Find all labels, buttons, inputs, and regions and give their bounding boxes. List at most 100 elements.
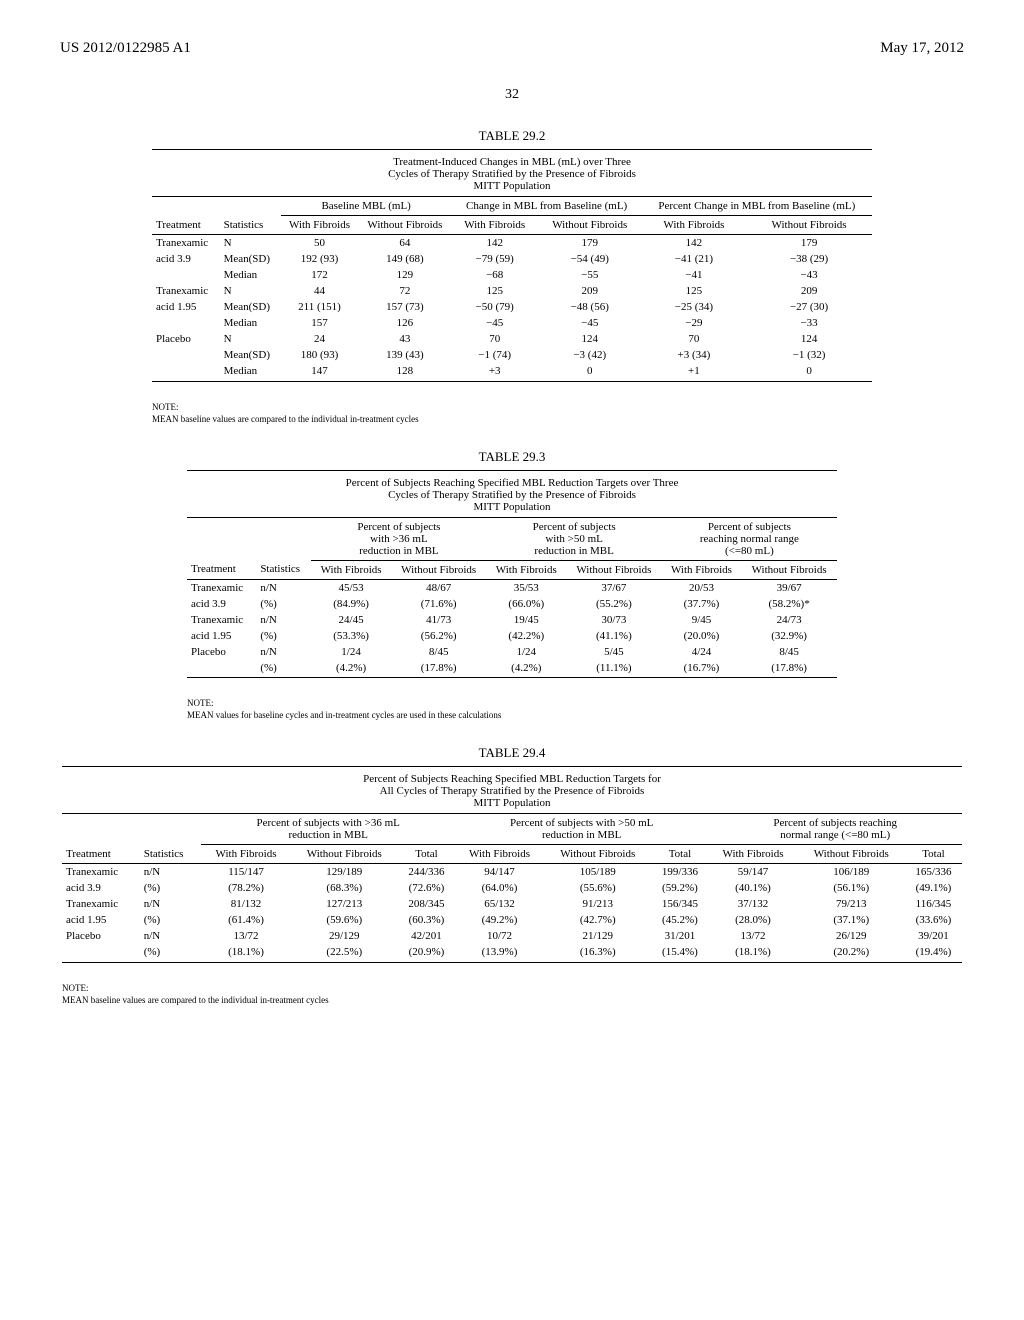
cell bbox=[62, 944, 140, 960]
col-stats: Statistics bbox=[256, 560, 311, 579]
col-with: With Fibroids bbox=[487, 560, 567, 579]
cell: (60.3%) bbox=[398, 912, 455, 928]
col-with: With Fibroids bbox=[281, 216, 359, 235]
table-row: (%)(4.2%)(17.8%)(4.2%)(11.1%)(16.7%)(17.… bbox=[187, 660, 837, 676]
cell: 24/73 bbox=[741, 612, 837, 628]
group-header: (<=80 mL) bbox=[666, 545, 833, 557]
caption: MITT Population bbox=[68, 797, 956, 809]
cell: 5/45 bbox=[566, 644, 662, 660]
cell: 41/73 bbox=[391, 612, 487, 628]
caption: Percent of Subjects Reaching Specified M… bbox=[193, 477, 831, 489]
cell: 64 bbox=[358, 235, 451, 252]
group-header: reduction in MBL bbox=[315, 545, 482, 557]
cell: 70 bbox=[642, 331, 746, 347]
cell: 149 (68) bbox=[358, 251, 451, 267]
table-row: acid 1.95Mean(SD)211 (151)157 (73)−50 (7… bbox=[152, 299, 872, 315]
cell: 39/67 bbox=[741, 579, 837, 596]
cell: 156/345 bbox=[651, 896, 708, 912]
cell: acid 3.9 bbox=[152, 251, 220, 267]
cell: −33 bbox=[746, 315, 872, 331]
cell: Tranexamic bbox=[62, 864, 140, 881]
col-without: Without Fibroids bbox=[291, 845, 398, 864]
group-header: with >50 mL bbox=[491, 533, 658, 545]
cell: −27 (30) bbox=[746, 299, 872, 315]
cell: 208/345 bbox=[398, 896, 455, 912]
cell: N bbox=[220, 283, 281, 299]
group-header: Percent Change in MBL from Baseline (mL) bbox=[642, 197, 872, 216]
cell: 125 bbox=[452, 283, 538, 299]
cell: 124 bbox=[538, 331, 642, 347]
cell: (59.2%) bbox=[651, 880, 708, 896]
doc-date: May 17, 2012 bbox=[880, 40, 964, 57]
table-row: Placebon/N1/248/451/245/454/248/45 bbox=[187, 644, 837, 660]
table-row: acid 1.95(%)(61.4%)(59.6%)(60.3%)(49.2%)… bbox=[62, 912, 962, 928]
col-without: Without Fibroids bbox=[746, 216, 872, 235]
cell: (20.0%) bbox=[662, 628, 742, 644]
cell: 180 (93) bbox=[281, 347, 359, 363]
cell: 142 bbox=[642, 235, 746, 252]
table-row: Tranexamicn/N81/132127/213208/34565/1329… bbox=[62, 896, 962, 912]
cell: 24/45 bbox=[311, 612, 391, 628]
col-with: With Fibroids bbox=[201, 845, 290, 864]
cell: (32.9%) bbox=[741, 628, 837, 644]
cell: (13.9%) bbox=[455, 944, 544, 960]
col-without: Without Fibroids bbox=[544, 845, 651, 864]
cell: Median bbox=[220, 315, 281, 331]
note-label: NOTE: bbox=[62, 983, 962, 993]
cell: −29 bbox=[642, 315, 746, 331]
cell: Tranexamic bbox=[152, 283, 220, 299]
cell: 65/132 bbox=[455, 896, 544, 912]
cell bbox=[152, 363, 220, 379]
cell: −68 bbox=[452, 267, 538, 283]
cell: 20/53 bbox=[662, 579, 742, 596]
group-header: Percent of subjects with >50 mL bbox=[459, 817, 704, 829]
cell: 209 bbox=[746, 283, 872, 299]
cell: 79/213 bbox=[798, 896, 905, 912]
cell: 142 bbox=[452, 235, 538, 252]
cell: 24 bbox=[281, 331, 359, 347]
group-header: Percent of subjects bbox=[666, 521, 833, 533]
cell: 45/53 bbox=[311, 579, 391, 596]
cell: (64.0%) bbox=[455, 880, 544, 896]
table-row: Tranexamicn/N45/5348/6735/5337/6720/5339… bbox=[187, 579, 837, 596]
cell: n/N bbox=[140, 864, 202, 881]
table-note: NOTE: MEAN baseline values are compared … bbox=[152, 402, 872, 424]
cell: acid 1.95 bbox=[62, 912, 140, 928]
cell: (58.2%)* bbox=[741, 596, 837, 612]
cell bbox=[152, 267, 220, 283]
cell bbox=[187, 660, 256, 676]
table-row: TranexamicN5064142179142179 bbox=[152, 235, 872, 252]
group-header: Baseline MBL (mL) bbox=[281, 197, 452, 216]
cell: 72 bbox=[358, 283, 451, 299]
cell: 39/201 bbox=[905, 928, 962, 944]
cell: Mean(SD) bbox=[220, 347, 281, 363]
cell: (56.2%) bbox=[391, 628, 487, 644]
table-row: (%)(18.1%)(22.5%)(20.9%)(13.9%)(16.3%)(1… bbox=[62, 944, 962, 960]
cell: acid 3.9 bbox=[62, 880, 140, 896]
col-with: With Fibroids bbox=[642, 216, 746, 235]
cell: (42.7%) bbox=[544, 912, 651, 928]
cell: Tranexamic bbox=[152, 235, 220, 252]
cell: (42.2%) bbox=[487, 628, 567, 644]
cell: 157 (73) bbox=[358, 299, 451, 315]
col-without: Without Fibroids bbox=[798, 845, 905, 864]
col-total: Total bbox=[398, 845, 455, 864]
cell: (71.6%) bbox=[391, 596, 487, 612]
cell: (4.2%) bbox=[311, 660, 391, 676]
table-row: Mean(SD)180 (93)139 (43)−1 (74)−3 (42)+3… bbox=[152, 347, 872, 363]
cell: (%) bbox=[256, 628, 311, 644]
cell: n/N bbox=[256, 644, 311, 660]
cell: (16.3%) bbox=[544, 944, 651, 960]
cell: 42/201 bbox=[398, 928, 455, 944]
group-header: reaching normal range bbox=[666, 533, 833, 545]
cell: (%) bbox=[140, 912, 202, 928]
col-stats: Statistics bbox=[140, 845, 202, 864]
cell: (17.8%) bbox=[741, 660, 837, 676]
col-without: Without Fibroids bbox=[358, 216, 451, 235]
cell: (28.0%) bbox=[708, 912, 797, 928]
cell: 70 bbox=[452, 331, 538, 347]
col-treatment: Treatment bbox=[152, 216, 220, 235]
group-header: Percent of subjects reaching bbox=[712, 817, 958, 829]
caption: Cycles of Therapy Stratified by the Pres… bbox=[193, 489, 831, 501]
cell: 165/336 bbox=[905, 864, 962, 881]
